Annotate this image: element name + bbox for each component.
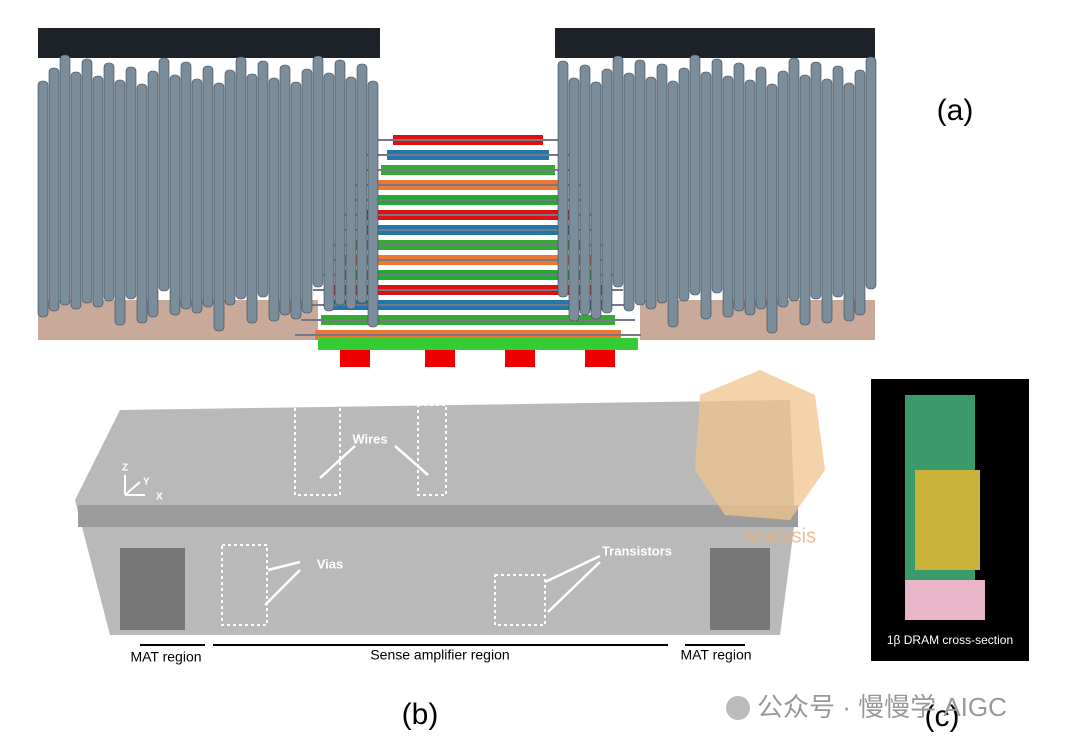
wechat-icon (726, 696, 750, 720)
cylinder (37, 80, 49, 318)
region-label: MAT region (680, 647, 751, 663)
axis-label: X (156, 492, 163, 503)
watermark: analysis (744, 525, 816, 547)
cylinder (268, 77, 280, 322)
cylinder-tops-left (38, 28, 380, 58)
annotation: Transistors (602, 543, 672, 558)
cylinder-tops-right (555, 28, 875, 58)
watermark-logo (695, 370, 825, 520)
cylinder (323, 72, 335, 312)
mat-block (120, 548, 185, 630)
panel-b-image (75, 370, 825, 635)
cylinder (257, 60, 269, 298)
contact (505, 345, 535, 367)
cylinder (700, 71, 712, 320)
cylinder (356, 63, 368, 304)
cylinder (777, 70, 789, 308)
cylinder (169, 74, 181, 316)
panel-label: (a) (937, 94, 974, 127)
cylinder (667, 80, 679, 328)
cylinder (114, 79, 126, 326)
cylinder (656, 63, 668, 304)
cylinder (235, 56, 247, 300)
cylinder (766, 83, 778, 334)
caption: 1β DRAM cross-section (887, 633, 1013, 647)
cylinder (158, 57, 170, 292)
annotation: Wires (352, 431, 387, 446)
region-label: MAT region (130, 649, 201, 665)
cylinder (81, 58, 93, 304)
panel-label: (b) (402, 698, 439, 731)
cylinder (367, 80, 379, 328)
cylinder (312, 55, 324, 288)
annotation-box (294, 404, 341, 496)
structure (915, 470, 980, 570)
watermark: 公众号 · 慢慢学 AIGC (757, 692, 1007, 722)
annotation: Vias (317, 556, 344, 571)
substrate (905, 580, 985, 620)
cylinder (290, 81, 302, 320)
cylinder (689, 54, 701, 296)
cylinder (645, 76, 657, 310)
cylinder (103, 62, 115, 302)
axis-arrows (124, 475, 145, 496)
cylinder (755, 66, 767, 310)
cylinder (623, 72, 635, 312)
cylinder (147, 70, 159, 318)
cylinder (722, 75, 734, 318)
cylinder (92, 75, 104, 308)
axis-label: Y (143, 477, 150, 488)
cylinder (246, 73, 258, 324)
cylinder (125, 66, 137, 300)
cylinder (279, 64, 291, 316)
panel-a-image (37, 28, 877, 367)
cylinder (224, 69, 236, 306)
cylinder (557, 60, 569, 298)
cylinder (48, 67, 60, 312)
cylinder (733, 62, 745, 312)
cylinder (612, 55, 624, 288)
cylinder (711, 58, 723, 294)
cylinder (568, 77, 580, 322)
region-label: Sense amplifier region (370, 647, 509, 663)
cylinder (854, 69, 866, 316)
cylinder (799, 74, 811, 326)
axis-label: Z (122, 463, 128, 474)
cylinder (191, 78, 203, 314)
annotation-box (417, 404, 447, 496)
cylinder (601, 68, 613, 314)
cylinder (180, 61, 192, 310)
rail (78, 505, 798, 527)
mat-block (710, 548, 770, 630)
cylinder (832, 65, 844, 298)
cylinder (788, 57, 800, 302)
cylinder (334, 59, 346, 306)
cylinder (678, 67, 690, 302)
cylinder (634, 59, 646, 306)
cylinder (59, 54, 71, 306)
contact (340, 345, 370, 367)
contact (425, 345, 455, 367)
cylinder (136, 83, 148, 324)
cylinder (579, 64, 591, 316)
cylinder (810, 61, 822, 300)
annotation-box (494, 574, 546, 626)
cylinder (345, 76, 357, 310)
cylinder (70, 71, 82, 310)
contact (585, 345, 615, 367)
arrow (264, 445, 601, 613)
cylinder (865, 56, 877, 290)
cylinder (590, 81, 602, 320)
cylinder (821, 78, 833, 324)
cylinder (744, 79, 756, 316)
annotation-box (221, 544, 268, 626)
cylinder (843, 82, 855, 322)
cylinder (213, 82, 225, 332)
panel-label: (c) (925, 700, 960, 733)
base-strip (318, 338, 638, 350)
cylinder (301, 68, 313, 314)
cylinder (202, 65, 214, 308)
